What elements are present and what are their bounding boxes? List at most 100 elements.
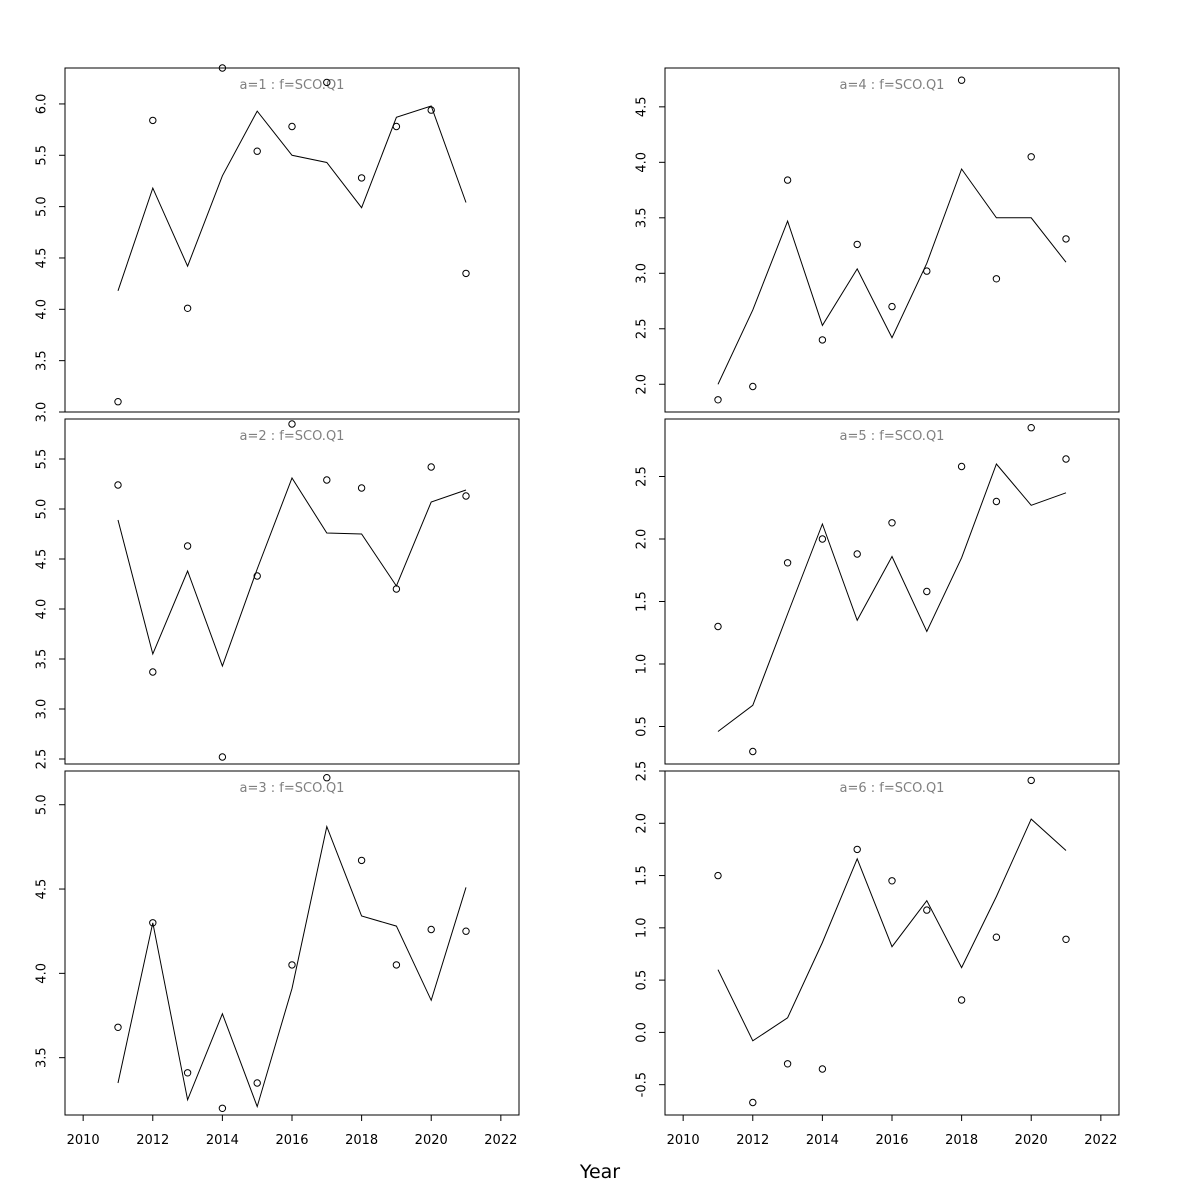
panel-3-data-point: [288, 961, 296, 969]
panel-2-data-point: [427, 463, 435, 471]
panel-2-data-point: [218, 753, 227, 761]
panel-3-data-point: [427, 925, 435, 934]
panel-4-data-point: [1027, 153, 1035, 161]
panel-4-data-point: [888, 302, 896, 311]
figure-x-axis-label: Year: [579, 1161, 620, 1183]
panel-5-y-tick-label: 0.5: [635, 716, 650, 737]
panel-4-y-tick-label: 2.5: [635, 318, 650, 339]
panel-1-y-tick-label: 5.5: [35, 145, 50, 166]
panel-2: a=2 : f=SCO.Q1 2.5 3.0 3.5 4.0 4.5 5.0 5.5: [35, 418, 520, 769]
panel-3-y-tick-label: 4.5: [35, 879, 50, 900]
panel-1-y-tick-label: 3.0: [35, 402, 50, 423]
panel-6-x-tick-label: 2014: [806, 1133, 839, 1148]
panel-1-y-tick-label: 4.0: [35, 299, 50, 320]
panel-3-x-tick-label: 2022: [484, 1133, 517, 1148]
panel-6-data-point: [783, 1060, 792, 1068]
panel-1-frame: [64, 67, 520, 413]
panel-3-data-point: [462, 927, 470, 935]
panel-4-data-point: [714, 396, 722, 404]
panel-6-y-tick-label: -0.5: [635, 1072, 650, 1097]
panel-6-x-tick-label: 2012: [736, 1133, 769, 1148]
panel-2-data-point: [357, 484, 366, 492]
panel-2-y-tick-label: 4.5: [35, 549, 50, 570]
panel-1-data-point: [253, 147, 261, 155]
panel-3-x-tick-label: 2016: [275, 1133, 308, 1148]
panel-1-data-point: [427, 106, 435, 114]
panel-6-y-tick-label: 1.0: [635, 917, 650, 938]
panel-4-data-point: [783, 176, 792, 184]
panel-1-data-point: [357, 174, 366, 182]
panel-4-title: a=4 : f=SCO.Q1: [840, 78, 945, 93]
panel-2-frame: [64, 418, 520, 765]
panel-5-data-point: [714, 622, 722, 631]
panel-1-data-point: [288, 122, 296, 131]
panel-5-data-point: [957, 462, 966, 471]
panel-5-data-point: [783, 559, 792, 567]
panel-3-data-point: [392, 961, 401, 969]
panel-5-y-tick-label: 2.5: [635, 466, 650, 487]
panel-6-y-tick-label: 2.0: [635, 813, 650, 834]
panel-5-y-tick-label: 2.0: [635, 529, 650, 550]
panel-2-data-point: [149, 668, 157, 676]
panel-6-title: a=6 : f=SCO.Q1: [840, 781, 945, 796]
panel-6-data-point: [714, 871, 722, 880]
panel-3-data-point: [323, 774, 331, 782]
panel-3-data-point: [114, 1023, 122, 1032]
panel-1-data-point: [392, 122, 401, 131]
panel-4-y-tick-label: 3.0: [635, 263, 650, 284]
panel-5-data-point: [923, 587, 931, 596]
panel-5: a=5 : f=SCO.Q1 0.5 1.0 1.5 2.0 2.5: [635, 418, 1120, 765]
panel-6-y-tick-label: 0.0: [635, 1022, 650, 1043]
panel-4-y-tick-label: 3.5: [635, 207, 650, 228]
panel-2-y-tick-label: 5.5: [35, 449, 50, 470]
panel-3-title: a=3 : f=SCO.Q1: [240, 781, 345, 796]
panel-4-fit-line: [717, 167, 1067, 385]
panel-2-y-tick-label: 3.0: [35, 699, 50, 720]
panel-2-y-tick-label: 5.0: [35, 499, 50, 520]
panel-5-title: a=5 : f=SCO.Q1: [840, 429, 945, 444]
panel-6-y-tick-label: 2.5: [635, 761, 650, 782]
panel-1-data-point: [149, 116, 157, 125]
panel-4-frame: [664, 67, 1120, 413]
panel-6-x-tick-label: 2022: [1084, 1133, 1117, 1148]
panel-6-x-tick-label: 2020: [1015, 1133, 1048, 1148]
panel-5-fit-line: [717, 463, 1067, 732]
panel-3: a=3 : f=SCO.Q1 3.5 4.0 4.5 5.0 2010 2012 2014 20…: [35, 770, 520, 1148]
panel-2-data-point: [323, 476, 331, 484]
panel-5-y-tick-label: 1.5: [635, 591, 650, 612]
panel-3-x-tick-label: 2012: [136, 1133, 169, 1148]
panel-6-data-point: [1062, 935, 1070, 943]
panel-6-data-point: [749, 1098, 757, 1107]
panel-6-frame: [664, 770, 1120, 1116]
panel-1-data-point: [323, 78, 331, 87]
panel-5-data-point: [749, 747, 757, 756]
panel-5-data-point: [1027, 424, 1035, 432]
panel-5-data-point: [888, 519, 896, 527]
panel-5-y-tick-label: 1.0: [635, 654, 650, 675]
panel-2-data-point: [114, 481, 122, 489]
panel-4-y-tick-label: 4.5: [635, 96, 650, 117]
panel-1-data-point: [183, 304, 192, 312]
panel-1-data-point: [114, 398, 122, 406]
panel-1-y-tick-label: 4.5: [35, 248, 50, 269]
panel-6-y-tick-label: 0.5: [635, 970, 650, 991]
panels-group: a=1 : f=SCO.Q1 3.0 3.5 4.0 4.5 5.0 5.5 6.0 a=2 :…: [35, 64, 1120, 1148]
panel-6-data-point: [818, 1065, 827, 1073]
panel-5-frame: [664, 418, 1120, 765]
panel-3-y-tick-label: 4.0: [35, 963, 50, 984]
panel-3-x-tick-label: 2020: [415, 1133, 448, 1148]
panel-2-data-point: [462, 492, 470, 500]
panel-4-y-tick-label: 2.0: [635, 374, 650, 395]
panel-4-data-point: [923, 267, 931, 275]
panel-3-fit-line: [117, 824, 467, 1109]
panel-6-x-tick-label: 2018: [945, 1133, 978, 1148]
panel-6-fit-line: [717, 818, 1067, 1042]
panel-6-data-point: [992, 933, 1001, 941]
panel-6-data-point: [853, 845, 861, 854]
panel-6-x-tick-label: 2016: [875, 1133, 908, 1148]
panel-4-data-point: [853, 240, 861, 249]
panel-4-data-point: [1062, 235, 1070, 243]
panel-3-x-tick-label: 2014: [206, 1133, 239, 1148]
panel-1-y-tick-label: 5.0: [35, 196, 50, 217]
